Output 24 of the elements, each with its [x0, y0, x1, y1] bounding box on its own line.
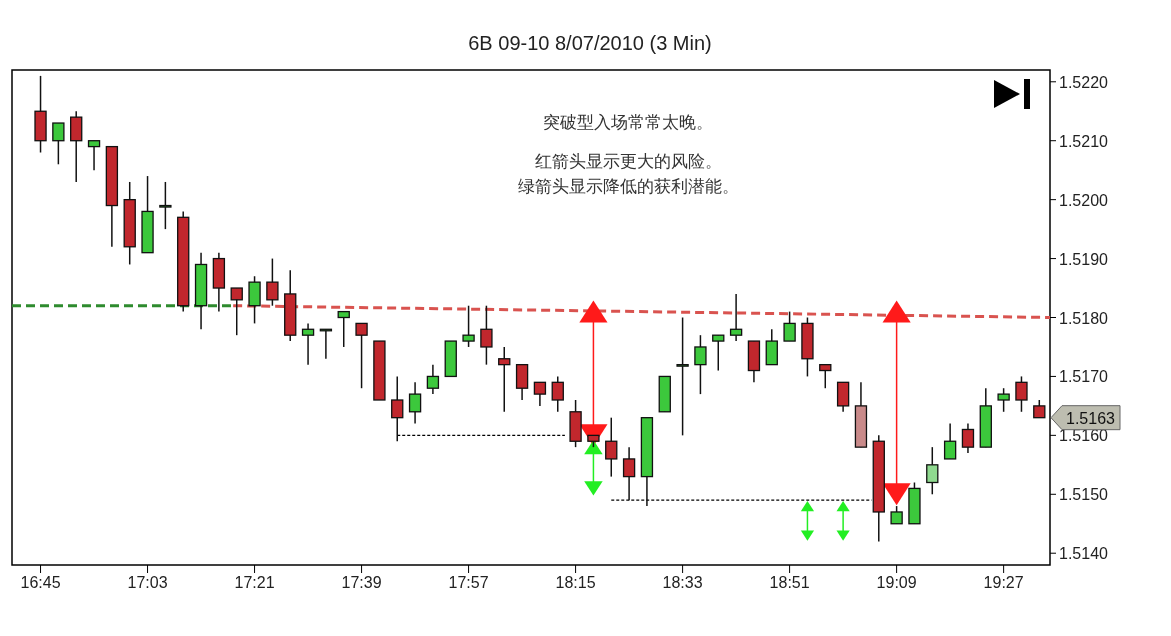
y-tick-label: 1.5150 [1059, 486, 1109, 504]
y-tick-label: 1.5210 [1059, 132, 1109, 150]
price-tag: 1.5163 [1050, 405, 1121, 431]
annotation: 绿箭头显示降低的获利潜能。 [517, 177, 739, 196]
chart-title: 6B 09-10 8/07/2010 (3 Min) [468, 32, 712, 54]
y-tick-label: 1.5190 [1059, 250, 1109, 268]
x-tick-label: 18:15 [555, 574, 596, 591]
y-tick-label: 1.5170 [1059, 368, 1109, 386]
y-tick-label: 1.5180 [1059, 309, 1109, 327]
x-tick-label: 18:51 [769, 574, 810, 591]
x-tick-label: 19:27 [983, 574, 1024, 591]
y-tick-label: 1.5200 [1059, 191, 1109, 209]
y-tick-label: 1.5140 [1059, 545, 1109, 563]
x-tick-label: 17:21 [234, 574, 275, 591]
annotation: 突破型入场常常太晚。 [543, 113, 713, 132]
x-tick-label: 17:03 [127, 574, 168, 591]
x-tick-label: 16:45 [20, 574, 61, 591]
x-tick-label: 17:39 [341, 574, 382, 591]
annotation: 红箭头显示更大的风险。 [534, 152, 722, 171]
x-tick-label: 17:57 [448, 574, 489, 591]
x-tick-label: 18:33 [662, 574, 703, 591]
x-tick-label: 19:09 [876, 574, 917, 591]
annotation: 1.5163 [1066, 409, 1116, 427]
y-tick-label: 1.5220 [1059, 73, 1109, 91]
